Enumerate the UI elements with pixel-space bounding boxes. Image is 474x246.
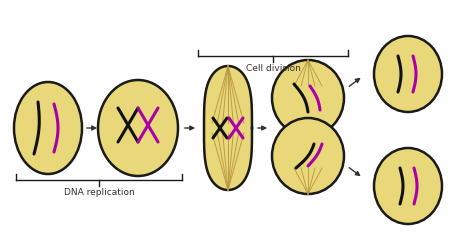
- Ellipse shape: [14, 82, 82, 174]
- Ellipse shape: [374, 36, 442, 112]
- Text: DNA replication: DNA replication: [64, 188, 134, 197]
- Ellipse shape: [98, 80, 178, 176]
- Ellipse shape: [272, 60, 344, 136]
- Text: Cell division: Cell division: [246, 64, 301, 73]
- Ellipse shape: [374, 148, 442, 224]
- Ellipse shape: [272, 118, 344, 194]
- Polygon shape: [204, 66, 252, 190]
